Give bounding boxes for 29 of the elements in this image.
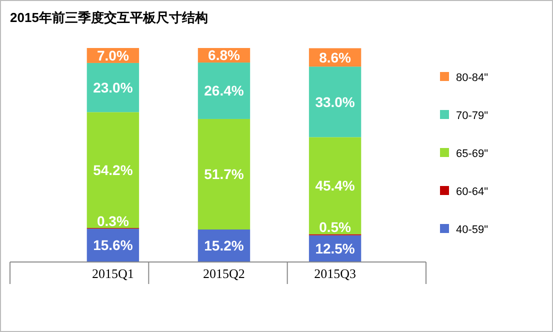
bar — [308, 66, 362, 138]
chart-title: 2015年前三季度交互平板尺寸结构 — [10, 10, 208, 25]
bar — [86, 112, 140, 228]
data-label: 26.4% — [204, 82, 244, 99]
data-label: 7.0% — [96, 47, 130, 64]
data-label: 15.6% — [93, 237, 134, 254]
x-tick-label: 2015Q1 — [92, 266, 134, 281]
data-label: 51.7% — [204, 166, 244, 182]
legend-label: 60-64" — [456, 186, 488, 198]
bar — [86, 62, 140, 112]
bar — [308, 137, 362, 234]
bar — [198, 62, 250, 119]
data-label: 8.6% — [319, 49, 352, 66]
legend-label: 40-59" — [456, 224, 488, 236]
data-label: 33.0% — [315, 94, 356, 110]
data-label: 23.0% — [93, 79, 134, 96]
legend-label: 65-69" — [456, 148, 488, 160]
data-label: 0.5% — [319, 219, 352, 236]
data-label: 15.2% — [204, 238, 244, 254]
x-tick-label: 2015Q3 — [314, 266, 356, 281]
data-label: 12.5% — [315, 240, 356, 257]
bar — [198, 118, 250, 230]
x-tick-label: 2015Q2 — [203, 266, 245, 281]
data-label: 45.4% — [315, 178, 356, 194]
legend-label: 70-79" — [456, 110, 488, 122]
data-label: 0.3% — [96, 212, 130, 229]
legend-label: 80-84" — [456, 72, 488, 84]
data-label: 6.8% — [208, 47, 240, 64]
data-label: 54.2% — [93, 162, 134, 178]
